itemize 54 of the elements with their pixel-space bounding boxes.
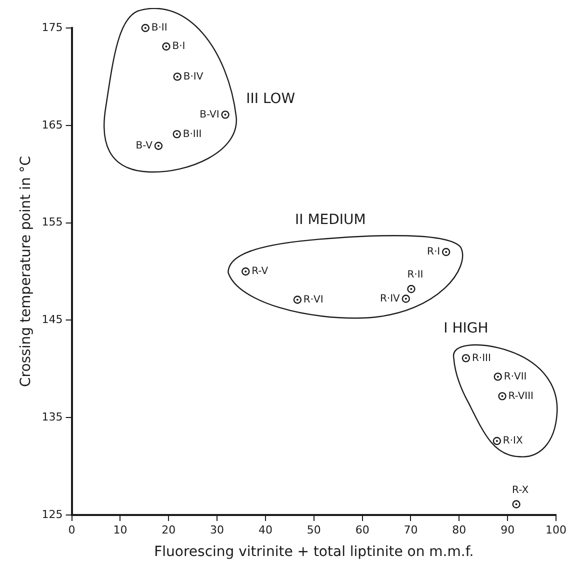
annotation: R·II [407,270,424,281]
annotation: R-V [252,266,268,278]
x-tick-label: 90 [500,523,515,536]
point [492,436,502,446]
point [402,294,410,303]
point [154,142,163,150]
annotation: B·IV [183,71,204,82]
annotation: R-VIII [508,390,534,402]
annotation: II MEDIUM [295,212,366,228]
x-tick-label: 60 [355,523,370,536]
x-tick-label: 50 [306,523,321,536]
annotation: R·III [472,352,491,364]
annotation: R·VII [504,371,527,382]
point [442,248,450,256]
point [221,110,230,119]
x-tick-label: 30 [210,523,224,536]
x-tick-label: 100 [546,523,566,536]
x-tick-label: 10 [113,523,128,536]
y-tick-label: 165 [42,118,63,132]
x-tick-label: 0 [68,523,76,536]
y-tick-label: 155 [42,216,63,229]
point [141,24,150,32]
annotation: B-V [136,140,153,152]
point [512,500,520,508]
x-tick-label: 20 [162,523,176,536]
y-axis-title: Crossing temperature point in °C [18,156,34,388]
annotation: B·II [151,22,168,34]
annotation: B·III [182,128,202,140]
annotation: I HIGH [444,320,488,337]
point [494,372,502,381]
x-tick-label: 80 [452,523,466,536]
x-tick-label: 70 [404,523,418,536]
y-tick-label: 135 [42,410,63,424]
annotation: R·IV [380,293,400,304]
annotation: B·I [172,41,186,52]
point [462,354,470,362]
annotation: III LOW [246,91,296,108]
x-axis-title: Fluorescing vitrinite + total liptinite on m.m.f. [154,544,474,560]
y-tick-label: 175 [42,20,63,34]
point [293,296,302,304]
point [172,130,181,138]
annotation: B-VI [200,109,220,120]
point [498,392,506,400]
annotation: R·I [427,246,440,258]
annotation: R-X [512,484,529,496]
annotation: R·VI [303,294,324,306]
y-tick-label: 125 [42,508,63,521]
point [242,267,250,276]
point [173,72,182,81]
point [407,284,416,294]
x-tick-label: 40 [258,523,272,536]
annotation: R·IX [502,436,524,447]
y-tick-label: 145 [42,313,63,326]
point [162,42,170,51]
